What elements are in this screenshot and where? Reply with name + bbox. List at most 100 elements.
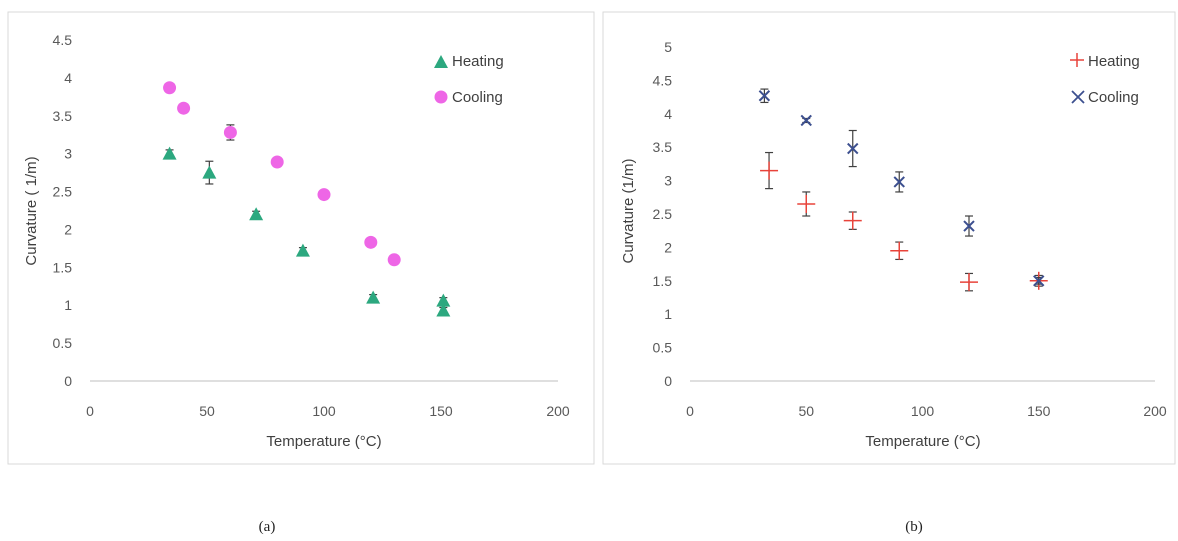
- chart-b-y-tick-label: 2: [664, 239, 672, 255]
- chart-b-marker-x: [963, 220, 975, 232]
- chart-b-marker-x: [893, 176, 905, 188]
- chart-a-legend: Heating Cooling: [434, 53, 504, 106]
- chart-b-y-tick-label: 2.5: [653, 206, 673, 222]
- chart-a-y-tick-label: 2.5: [53, 184, 73, 200]
- chart-b-y-label: Curvature (1/m): [620, 158, 637, 263]
- chart-b-point-x: [800, 114, 812, 127]
- chart-a-point-triangle: [436, 303, 451, 317]
- chart-b-legend-heating-swatch: [1070, 53, 1084, 67]
- chart-a-y-tick-label: 1.5: [53, 259, 73, 275]
- chart-b-point-x: [1033, 275, 1045, 287]
- chart-a-marker-circle: [177, 101, 191, 115]
- caption-b: (b): [905, 519, 923, 535]
- chart-a-point-triangle: [249, 207, 264, 221]
- chart-a-marker-triangle: [436, 303, 451, 317]
- chart-a-point-triangle: [202, 160, 217, 185]
- chart-b-point-x: [963, 215, 975, 237]
- chart-a-point-circle: [163, 81, 177, 95]
- chart-b-point-plus: [890, 241, 909, 261]
- chart-b-y-tick-label: 0: [664, 373, 672, 389]
- chart-a-marker-circle: [387, 253, 401, 267]
- chart-a-point-circle: [317, 188, 331, 202]
- chart-b-y-tick-label: 3.5: [653, 139, 673, 155]
- chart-b-legend-heating: Heating: [1088, 53, 1140, 70]
- caption-a: (a): [259, 519, 276, 535]
- chart-a-point-circle: [364, 235, 378, 249]
- chart-b-y-tick-label: 3: [664, 173, 672, 189]
- chart-a-y-tick-label: 1: [64, 297, 72, 313]
- chart-b-point-plus: [960, 272, 978, 292]
- chart-a-point-circle: [223, 124, 237, 141]
- chart-b-point-plus: [797, 191, 816, 217]
- chart-b: 0 50 100 150 200 0 0.5 1 1.5 2 2.5 3 3.5 4 4.5 5 Tempe…: [602, 11, 1176, 465]
- chart-a-point-circle: [387, 253, 401, 267]
- chart-a-point-triangle: [295, 243, 310, 257]
- chart-b-y-tick-label: 0.5: [653, 340, 673, 356]
- chart-a-point-triangle: [366, 290, 381, 304]
- chart-a-y-tick-label: 0.5: [53, 335, 73, 351]
- chart-b-x-label: Temperature (°C): [865, 433, 980, 450]
- chart-b-point-x: [847, 129, 859, 168]
- chart-a-legend-cooling-swatch: [434, 90, 448, 104]
- chart-a-y-label: Curvature ( 1/m): [23, 156, 40, 265]
- chart-b-x-tick-label: 100: [911, 403, 935, 419]
- chart-b-marker-x: [847, 142, 859, 155]
- chart-a-y-tick-label: 4: [64, 70, 72, 86]
- chart-a-marker-triangle: [162, 146, 177, 160]
- chart-b-point-x: [893, 171, 905, 193]
- chart-b-x-tick-label: 50: [798, 403, 814, 419]
- chart-b-point-plus: [760, 151, 779, 190]
- chart-a-x-ticks: 0 50 100 150 200: [86, 403, 570, 419]
- chart-a-point-triangle: [436, 293, 451, 307]
- chart-b-point-plus: [843, 211, 862, 230]
- chart-b-marker-x: [758, 90, 771, 102]
- chart-b-marker-x: [800, 114, 812, 127]
- chart-a-legend-heating-swatch: [434, 55, 448, 68]
- chart-a-legend-heating: Heating: [452, 53, 504, 70]
- chart-a-marker-circle: [364, 235, 378, 249]
- chart-b-x-tick-label: 150: [1027, 403, 1051, 419]
- chart-b-marker-x: [1033, 275, 1045, 287]
- chart-a-y-tick-label: 4.5: [53, 32, 73, 48]
- chart-a-marks: [162, 81, 451, 317]
- chart-a-y-tick-label: 0: [64, 373, 72, 389]
- chart-a-legend-cooling: Cooling: [452, 89, 503, 106]
- chart-a-y-tick-label: 3.5: [53, 108, 73, 124]
- chart-b-y-tick-label: 4.5: [653, 72, 673, 88]
- chart-b-y-tick-label: 1: [664, 306, 672, 322]
- chart-a-x-tick-label: 100: [312, 403, 336, 419]
- chart-a-point-circle: [270, 155, 284, 169]
- chart-b-y-ticks: 0 0.5 1 1.5 2 2.5 3 3.5 4 4.5 5: [653, 39, 673, 389]
- chart-b-legend: Heating Cooling: [1070, 53, 1140, 106]
- chart-a-point-triangle: [162, 146, 177, 160]
- chart-b-x-tick-label: 200: [1143, 403, 1167, 419]
- chart-b-y-tick-label: 1.5: [653, 273, 673, 289]
- chart-a-marker-triangle: [366, 290, 381, 304]
- chart-a-x-tick-label: 0: [86, 403, 94, 419]
- chart-a-marker-triangle: [249, 207, 264, 221]
- chart-a-x-tick-label: 150: [429, 403, 453, 419]
- chart-a-marker-triangle: [295, 243, 310, 257]
- chart-a-marker-triangle: [436, 293, 451, 307]
- chart-b-marks: [758, 88, 1048, 292]
- chart-a-y-tick-label: 2: [64, 221, 72, 237]
- chart-b-y-tick-label: 4: [664, 106, 672, 122]
- chart-a-marker-circle: [317, 188, 331, 202]
- chart-a-y-ticks: 0 0.5 1 1.5 2 2.5 3 3.5 4 4.5: [53, 32, 73, 389]
- chart-a-x-tick-label: 200: [546, 403, 570, 419]
- chart-b-x-ticks: 0 50 100 150 200: [686, 403, 1167, 419]
- chart-a: 0 50 100 150 200 0 0.5 1 1.5 2 2.5 3 3.5 4 4.5 Temper…: [7, 11, 595, 465]
- chart-a-marker-circle: [163, 81, 177, 95]
- chart-a-marker-triangle: [202, 165, 217, 179]
- chart-a-point-circle: [177, 101, 191, 115]
- chart-b-legend-cooling-swatch: [1071, 90, 1085, 104]
- chart-b-point-x: [758, 88, 771, 104]
- chart-a-frame: [7, 11, 595, 465]
- chart-a-marker-circle: [223, 125, 237, 139]
- chart-a-x-label: Temperature (°C): [266, 433, 381, 450]
- chart-b-frame: [602, 11, 1176, 465]
- chart-b-y-tick-label: 5: [664, 39, 672, 55]
- chart-a-y-tick-label: 3: [64, 146, 72, 162]
- chart-b-x-tick-label: 0: [686, 403, 694, 419]
